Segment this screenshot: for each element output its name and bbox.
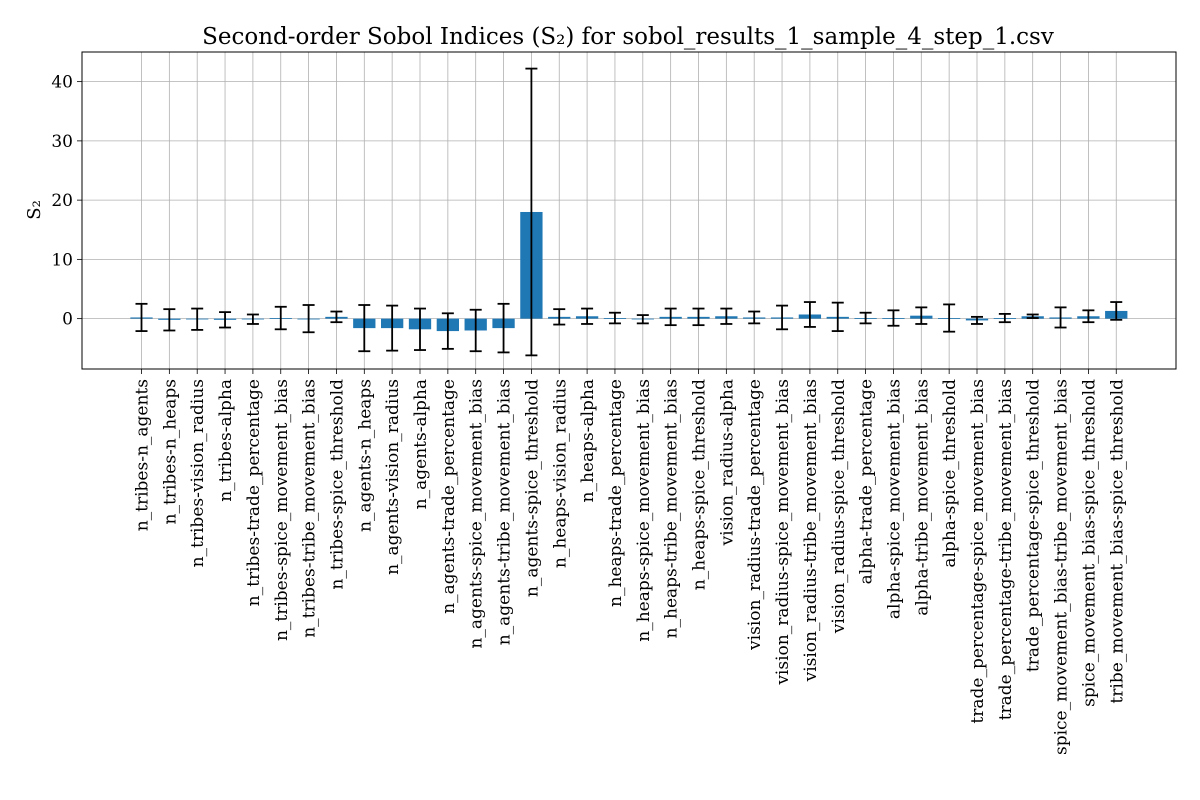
x-tick-label: n_tribes-alpha bbox=[216, 379, 236, 502]
x-tick-label: n_agents-spice_movement_bias bbox=[467, 379, 487, 649]
error-bar bbox=[859, 311, 872, 325]
error-bar bbox=[581, 307, 594, 325]
error-bar bbox=[386, 304, 399, 352]
error-bar bbox=[692, 307, 705, 327]
error-bar bbox=[971, 315, 983, 325]
error-bar bbox=[358, 304, 371, 353]
plot-frame bbox=[81, 51, 1177, 370]
x-tick-label: n_heaps-trade_percentage bbox=[606, 379, 626, 607]
error-bar bbox=[1054, 306, 1067, 329]
error-bar bbox=[497, 302, 510, 354]
x-tick-label: n_tribes-vision_radius bbox=[188, 379, 208, 567]
y-tick-label: 0 bbox=[62, 310, 73, 330]
x-tick-label: n_heaps-vision_radius bbox=[550, 379, 570, 568]
error-bars bbox=[135, 67, 1123, 357]
error-bar bbox=[664, 307, 677, 327]
error-bar bbox=[608, 311, 621, 325]
error-bar bbox=[135, 302, 148, 332]
error-bar bbox=[330, 310, 343, 324]
error-bar bbox=[998, 312, 1011, 324]
x-tick-label: alpha-tribe_movement_bias bbox=[912, 379, 932, 616]
chart-title: Second-order Sobol Indices (S₂) for sobo… bbox=[202, 24, 1054, 50]
x-tick-label: trade_percentage-tribe_movement_bias bbox=[996, 379, 1016, 720]
error-bar bbox=[748, 310, 761, 325]
y-tick-label: 40 bbox=[51, 73, 73, 93]
error-bar bbox=[525, 67, 538, 357]
y-tick-label: 10 bbox=[51, 250, 73, 270]
error-bar bbox=[414, 307, 426, 351]
x-tick-label: n_tribes-n_heaps bbox=[160, 379, 180, 524]
error-bar bbox=[191, 307, 204, 331]
x-axis-ticks: n_tribes-n_agents n_tribes-n_heaps n_tribe… bbox=[133, 369, 1127, 755]
error-bar bbox=[803, 301, 816, 328]
error-bar bbox=[943, 303, 956, 333]
x-tick-label: trade_percentage-spice_movement_bias bbox=[968, 379, 988, 724]
x-tick-label: n_tribes-trade_percentage bbox=[244, 379, 264, 606]
x-tick-label: n_tribes-spice_movement_bias bbox=[272, 379, 292, 641]
error-bar bbox=[720, 307, 733, 325]
x-tick-label: vision_radius-trade_percentage bbox=[745, 379, 765, 651]
y-tick-label: 30 bbox=[51, 132, 73, 152]
x-tick-label: n_agents-n_heaps bbox=[355, 379, 375, 532]
x-tick-label: vision_radius-alpha bbox=[717, 379, 737, 546]
x-tick-label: vision_radius-tribe_movement_bias bbox=[801, 379, 821, 682]
x-tick-label: vision_radius-spice_threshold bbox=[829, 379, 849, 634]
x-tick-label: n_agents-trade_percentage bbox=[439, 379, 459, 614]
x-tick-label: n_tribes-tribe_movement_bias bbox=[300, 379, 320, 638]
x-tick-label: n_heaps-spice_threshold bbox=[690, 379, 710, 590]
x-tick-label: n_agents-tribe_movement_bias bbox=[495, 379, 515, 645]
x-tick-label: spice_movement_bias-spice_threshold bbox=[1079, 379, 1099, 707]
x-tick-label: n_tribes-spice_threshold bbox=[327, 379, 347, 590]
x-tick-label: n_tribes-n_agents bbox=[133, 379, 153, 531]
x-tick-label: n_heaps-tribe_movement_bias bbox=[662, 379, 682, 638]
y-tick-label: 20 bbox=[51, 191, 73, 211]
error-bar bbox=[246, 313, 259, 325]
error-bar bbox=[636, 314, 649, 325]
error-bar bbox=[1082, 309, 1095, 324]
error-bar bbox=[553, 308, 566, 326]
error-bar bbox=[1110, 301, 1123, 321]
error-bar bbox=[831, 301, 844, 332]
x-tick-label: alpha-trade_percentage bbox=[857, 379, 877, 584]
error-bar bbox=[219, 311, 232, 329]
error-bar bbox=[887, 309, 900, 327]
error-bar bbox=[163, 308, 176, 332]
x-tick-label: trade_percentage-spice_threshold bbox=[1024, 379, 1044, 672]
x-tick-label: n_heaps-alpha bbox=[578, 379, 598, 502]
x-tick-label: n_agents-spice_threshold bbox=[522, 379, 542, 597]
error-bar bbox=[441, 312, 454, 350]
x-tick-label: n_agents-vision_radius bbox=[383, 379, 403, 575]
x-tick-label: spice_movement_bias-tribe_movement_bias bbox=[1052, 379, 1072, 755]
x-tick-label: alpha-spice_movement_bias bbox=[884, 379, 904, 619]
x-tick-label: n_agents-alpha bbox=[411, 379, 431, 509]
error-bar bbox=[302, 304, 315, 334]
error-bar bbox=[915, 306, 928, 325]
error-bar bbox=[274, 305, 287, 331]
x-tick-label: tribe_movement_bias-spice_threshold bbox=[1107, 379, 1127, 704]
grid-lines bbox=[82, 52, 1176, 369]
error-bar bbox=[776, 304, 789, 331]
error-bar bbox=[1026, 313, 1039, 319]
error-bar bbox=[469, 308, 482, 353]
y-axis-label: S₂ bbox=[24, 200, 45, 220]
x-tick-label: vision_radius-spice_movement_bias bbox=[773, 379, 793, 686]
x-tick-label: alpha-spice_threshold bbox=[940, 379, 960, 568]
x-tick-label: n_heaps-spice_movement_bias bbox=[634, 379, 654, 642]
y-axis-ticks: 0 10 20 30 40 bbox=[51, 73, 82, 330]
